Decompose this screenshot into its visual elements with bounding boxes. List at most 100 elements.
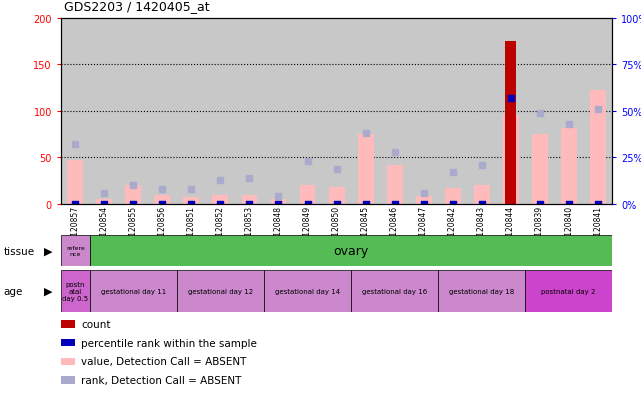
Text: gestational day 18: gestational day 18 [449,288,514,294]
Point [71,201,81,208]
Point [476,201,487,208]
Bar [90,271,177,312]
Bar [525,271,612,312]
Point [331,201,342,208]
Point [563,121,574,128]
Point [244,175,254,182]
Bar [67,161,83,204]
Bar [505,42,517,204]
Text: gestational day 16: gestational day 16 [362,288,427,294]
Point [187,186,197,193]
Bar [206,19,235,204]
Point [360,201,370,208]
Text: ▶: ▶ [44,286,52,296]
Text: GDS2203 / 1420405_at: GDS2203 / 1420405_at [64,0,210,13]
Bar [554,19,583,204]
Text: refere
nce: refere nce [66,245,85,256]
Bar [329,188,344,204]
Point [215,201,226,208]
Bar [503,116,519,204]
Text: ▶: ▶ [44,246,52,256]
Point [303,159,313,165]
Point [535,201,545,208]
Text: value, Detection Call = ABSENT: value, Detection Call = ABSENT [81,356,247,366]
Point [187,201,197,208]
Bar [438,271,525,312]
Point [99,201,110,208]
Point [128,183,138,189]
Bar [61,19,90,204]
Bar [61,271,90,312]
Bar [213,195,228,204]
Bar [351,19,380,204]
Point [331,166,342,173]
Bar [235,19,264,204]
Point [563,201,574,208]
Bar [322,19,351,204]
Point [273,194,283,200]
Bar [177,271,264,312]
Bar [293,19,322,204]
Bar [183,198,199,204]
Text: tissue: tissue [3,246,35,256]
Point [244,201,254,208]
Text: count: count [81,319,111,329]
Point [215,177,226,183]
Text: percentile rank within the sample: percentile rank within the sample [81,338,257,348]
Bar [351,271,438,312]
Bar [358,135,374,204]
Point [157,201,167,208]
Bar [409,19,438,204]
Bar [525,19,554,204]
Bar [119,19,148,204]
Point [99,190,110,197]
Bar [467,19,496,204]
Point [303,201,313,208]
Text: age: age [3,286,22,296]
Text: gestational day 14: gestational day 14 [275,288,340,294]
Point [535,110,545,116]
Bar [445,189,461,204]
Text: postn
atal
day 0.5: postn atal day 0.5 [62,281,88,301]
Point [390,149,400,156]
Text: gestational day 11: gestational day 11 [101,288,166,294]
Point [506,95,516,102]
Text: ovary: ovary [333,244,369,257]
Point [506,201,516,208]
Bar [154,195,171,204]
Text: postnatal day 2: postnatal day 2 [542,288,596,294]
Point [157,186,167,193]
Bar [590,91,606,204]
Text: gestational day 12: gestational day 12 [188,288,253,294]
Bar [177,19,206,204]
Point [476,162,487,169]
Point [390,201,400,208]
Bar [387,166,403,204]
Bar [415,197,431,204]
Point [447,169,458,176]
Bar [496,19,525,204]
Point [592,201,603,208]
Bar [264,19,293,204]
Point [273,201,283,208]
Bar [474,186,490,204]
Bar [531,135,547,204]
Bar [271,200,287,204]
Bar [438,19,467,204]
Bar [583,19,612,204]
Bar [90,19,119,204]
Point [128,201,138,208]
Bar [148,19,177,204]
Bar [561,128,577,204]
Bar [96,200,112,204]
Bar [264,271,351,312]
Point [419,190,429,197]
Bar [299,186,315,204]
Point [419,201,429,208]
Point [592,106,603,113]
Bar [380,19,409,204]
Text: rank, Detection Call = ABSENT: rank, Detection Call = ABSENT [81,375,242,385]
Bar [126,186,142,204]
Point [71,142,81,148]
Bar [242,195,258,204]
